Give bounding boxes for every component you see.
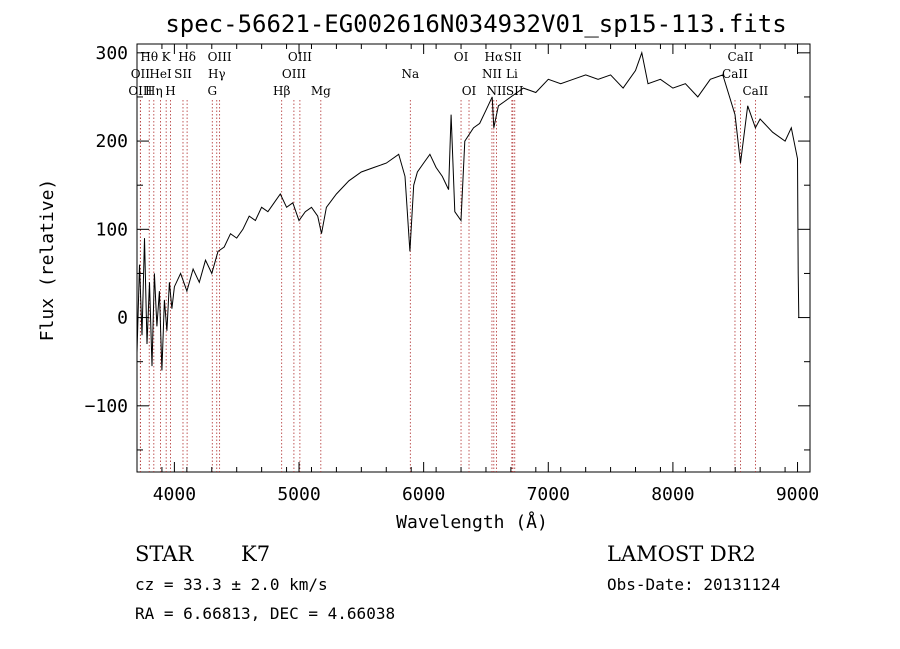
x-tick-label: 9000 bbox=[776, 484, 819, 505]
spectral-line-label: Hγ bbox=[208, 67, 226, 81]
spectral-line-label: Hδ bbox=[178, 50, 196, 64]
spectral-line-label: OI bbox=[462, 84, 477, 98]
x-tick-label: 8000 bbox=[651, 484, 694, 505]
spectral-line-markers bbox=[139, 100, 756, 472]
spectral-line-label: G bbox=[207, 84, 217, 98]
spectral-line-label: Li bbox=[506, 67, 518, 81]
spectral-line-label: SII bbox=[174, 67, 192, 81]
spectral-line-label: OI bbox=[454, 50, 469, 64]
spectral-line-label: SII bbox=[506, 84, 524, 98]
x-axis-ticks: 4000 5000 6000 7000 8000 9000 bbox=[136, 44, 819, 505]
spectral-line-label: NII bbox=[486, 84, 506, 98]
spectral-line-label: Hη bbox=[145, 84, 163, 98]
spectral-line-label: CaII bbox=[742, 84, 768, 98]
spectral-line-label: OIII bbox=[288, 50, 312, 64]
object-subclass: K7 bbox=[241, 542, 270, 566]
spectral-line-label: H bbox=[165, 84, 175, 98]
y-tick-label: 100 bbox=[95, 219, 128, 240]
spectral-line-label: CaII bbox=[728, 50, 754, 64]
x-tick-label: 5000 bbox=[277, 484, 320, 505]
x-tick-label: 7000 bbox=[527, 484, 570, 505]
spectral-line-label: OIII bbox=[208, 50, 232, 64]
object-class: STAR bbox=[135, 542, 194, 566]
x-tick-label: 4000 bbox=[153, 484, 196, 505]
spectral-line-label: OIII bbox=[128, 84, 152, 98]
spectral-line-label: HeI bbox=[149, 67, 172, 81]
survey-name: LAMOST DR2 bbox=[607, 542, 756, 566]
y-axis-ticks: −100 0 100 200 300 bbox=[85, 43, 810, 451]
spectral-line-label: OII bbox=[131, 67, 151, 81]
spectral-line-label: OIII bbox=[282, 67, 306, 81]
y-axis-label: Flux (relative) bbox=[37, 179, 58, 342]
chart-title: spec-56621-EG002616N034932V01_sp15-113.f… bbox=[165, 10, 786, 38]
coordinates-text: RA = 6.66813, DEC = 4.66038 bbox=[135, 604, 395, 623]
y-tick-label: −100 bbox=[85, 396, 128, 417]
y-tick-label: 200 bbox=[95, 131, 128, 152]
plot-frame bbox=[136, 43, 811, 473]
y-tick-label: 300 bbox=[95, 43, 128, 64]
spectral-line-label: SII bbox=[504, 50, 522, 64]
spectral-line-label: Hβ bbox=[273, 84, 290, 98]
spectrum-series-line bbox=[136, 50, 800, 371]
spectral-line-label: Hθ bbox=[140, 50, 158, 64]
x-tick-label: 6000 bbox=[402, 484, 445, 505]
spectral-line-label: Na bbox=[401, 67, 419, 81]
spectral-line-label: Mg bbox=[311, 84, 331, 98]
redshift-text: cz = 33.3 ± 2.0 km/s bbox=[135, 575, 328, 594]
spectral-line-label: NII bbox=[482, 67, 502, 81]
spectral-line-label: CaII bbox=[722, 67, 748, 81]
x-axis-label: Wavelength (Å) bbox=[396, 511, 548, 533]
spectral-line-labels: Hθ OII OIII K HeI Hη SII H Hδ OIII Hγ G Hβ OIII OIII Mg… bbox=[128, 50, 768, 98]
y-tick-label: 0 bbox=[117, 308, 128, 329]
spectral-line-label: Hα bbox=[485, 50, 504, 64]
spectral-line-label: K bbox=[162, 50, 172, 64]
obs-date-text: Obs-Date: 20131124 bbox=[607, 575, 780, 594]
